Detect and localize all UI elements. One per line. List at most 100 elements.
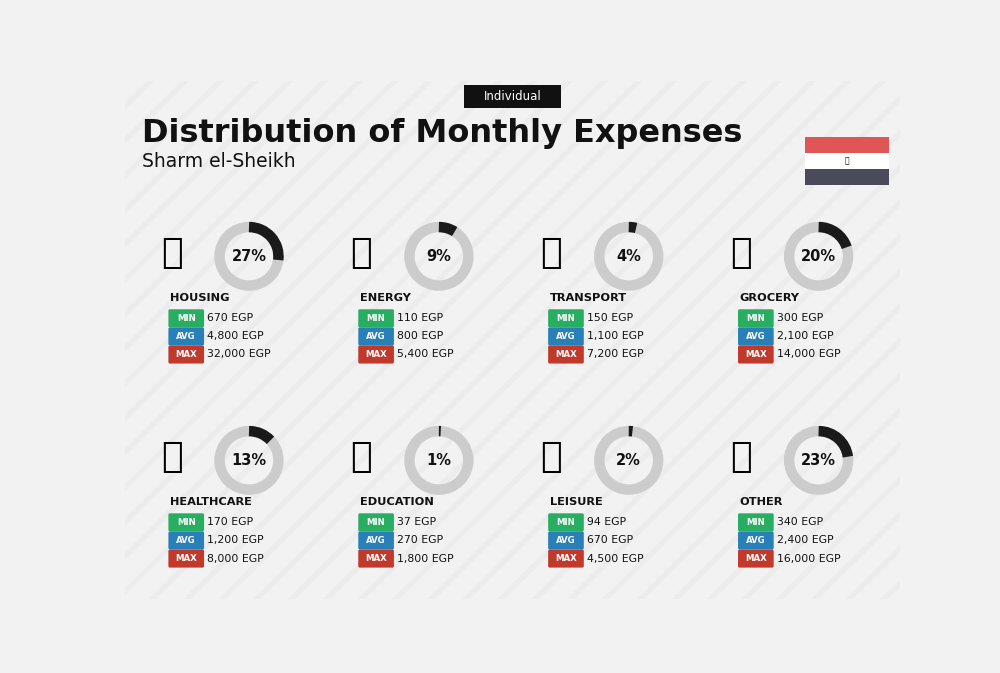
FancyBboxPatch shape [548,345,584,363]
Text: Sharm el-Sheikh: Sharm el-Sheikh [142,152,296,171]
FancyBboxPatch shape [548,327,584,345]
Text: TRANSPORT: TRANSPORT [550,293,627,303]
Text: 🛒: 🛒 [730,236,752,271]
Text: MAX: MAX [175,350,197,359]
FancyBboxPatch shape [738,513,774,532]
Text: 4%: 4% [616,249,641,264]
Text: AVG: AVG [176,536,196,545]
FancyBboxPatch shape [738,345,774,363]
Text: 7,200 EGP: 7,200 EGP [587,349,644,359]
Text: 16,000 EGP: 16,000 EGP [777,554,840,563]
FancyBboxPatch shape [168,513,204,532]
Text: MIN: MIN [367,518,385,527]
Text: Distribution of Monthly Expenses: Distribution of Monthly Expenses [142,118,742,149]
Text: 23%: 23% [801,453,836,468]
Text: 150 EGP: 150 EGP [587,314,633,323]
Text: MAX: MAX [365,350,387,359]
Text: MAX: MAX [555,350,577,359]
Text: 4,500 EGP: 4,500 EGP [587,554,644,563]
Text: 9%: 9% [426,249,451,264]
FancyBboxPatch shape [464,85,561,108]
Text: 270 EGP: 270 EGP [397,536,443,545]
Text: 37 EGP: 37 EGP [397,518,436,528]
FancyBboxPatch shape [168,549,204,567]
Text: MIN: MIN [746,518,765,527]
Text: AVG: AVG [366,332,386,341]
Text: 340 EGP: 340 EGP [777,518,823,528]
Text: 1,200 EGP: 1,200 EGP [207,536,264,545]
Text: 670 EGP: 670 EGP [587,536,633,545]
Text: 🦅: 🦅 [845,156,850,166]
FancyBboxPatch shape [738,327,774,345]
Text: AVG: AVG [366,536,386,545]
FancyBboxPatch shape [358,345,394,363]
FancyBboxPatch shape [738,532,774,549]
Text: EDUCATION: EDUCATION [360,497,434,507]
Text: 800 EGP: 800 EGP [397,331,443,341]
Text: MIN: MIN [177,518,196,527]
Text: MIN: MIN [557,518,575,527]
Text: 5,400 EGP: 5,400 EGP [397,349,454,359]
Text: 300 EGP: 300 EGP [777,314,823,323]
Text: 32,000 EGP: 32,000 EGP [207,349,271,359]
Text: 🏢: 🏢 [161,236,182,271]
FancyBboxPatch shape [168,310,204,327]
Text: 👛: 👛 [730,440,752,474]
FancyBboxPatch shape [805,137,889,153]
Text: AVG: AVG [746,536,766,545]
FancyBboxPatch shape [168,532,204,549]
Text: OTHER: OTHER [740,497,783,507]
FancyBboxPatch shape [805,169,889,184]
Text: 🚌: 🚌 [540,236,562,271]
FancyBboxPatch shape [358,549,394,567]
Text: MIN: MIN [746,314,765,323]
FancyBboxPatch shape [805,153,889,169]
FancyBboxPatch shape [168,327,204,345]
Text: 1%: 1% [426,453,451,468]
Text: 1,800 EGP: 1,800 EGP [397,554,454,563]
Text: 170 EGP: 170 EGP [207,518,253,528]
Text: MIN: MIN [557,314,575,323]
Text: LEISURE: LEISURE [550,497,602,507]
Text: 🛍: 🛍 [540,440,562,474]
Text: MAX: MAX [175,554,197,563]
FancyBboxPatch shape [738,310,774,327]
Text: 8,000 EGP: 8,000 EGP [207,554,264,563]
FancyBboxPatch shape [548,310,584,327]
Text: HOUSING: HOUSING [170,293,229,303]
FancyBboxPatch shape [738,549,774,567]
Text: 1,100 EGP: 1,100 EGP [587,331,644,341]
Text: AVG: AVG [556,536,576,545]
Text: 🔌: 🔌 [351,236,372,271]
Text: AVG: AVG [556,332,576,341]
FancyBboxPatch shape [358,532,394,549]
Text: 2%: 2% [616,453,641,468]
FancyBboxPatch shape [548,513,584,532]
Text: MAX: MAX [745,350,767,359]
Text: HEALTHCARE: HEALTHCARE [170,497,252,507]
Text: 2,400 EGP: 2,400 EGP [777,536,833,545]
Text: 4,800 EGP: 4,800 EGP [207,331,264,341]
FancyBboxPatch shape [168,345,204,363]
Text: AVG: AVG [746,332,766,341]
Text: MAX: MAX [555,554,577,563]
Text: 13%: 13% [231,453,267,468]
Text: 🎓: 🎓 [351,440,372,474]
Text: MAX: MAX [365,554,387,563]
Text: AVG: AVG [176,332,196,341]
Text: MIN: MIN [177,314,196,323]
Text: 110 EGP: 110 EGP [397,314,443,323]
FancyBboxPatch shape [548,549,584,567]
Text: GROCERY: GROCERY [740,293,800,303]
FancyBboxPatch shape [358,310,394,327]
FancyBboxPatch shape [358,327,394,345]
Text: 27%: 27% [232,249,266,264]
Text: 94 EGP: 94 EGP [587,518,626,528]
Text: MAX: MAX [745,554,767,563]
Text: 🏥: 🏥 [161,440,182,474]
Text: 2,100 EGP: 2,100 EGP [777,331,833,341]
Text: MIN: MIN [367,314,385,323]
FancyBboxPatch shape [548,532,584,549]
Text: 20%: 20% [801,249,836,264]
Text: 670 EGP: 670 EGP [207,314,253,323]
